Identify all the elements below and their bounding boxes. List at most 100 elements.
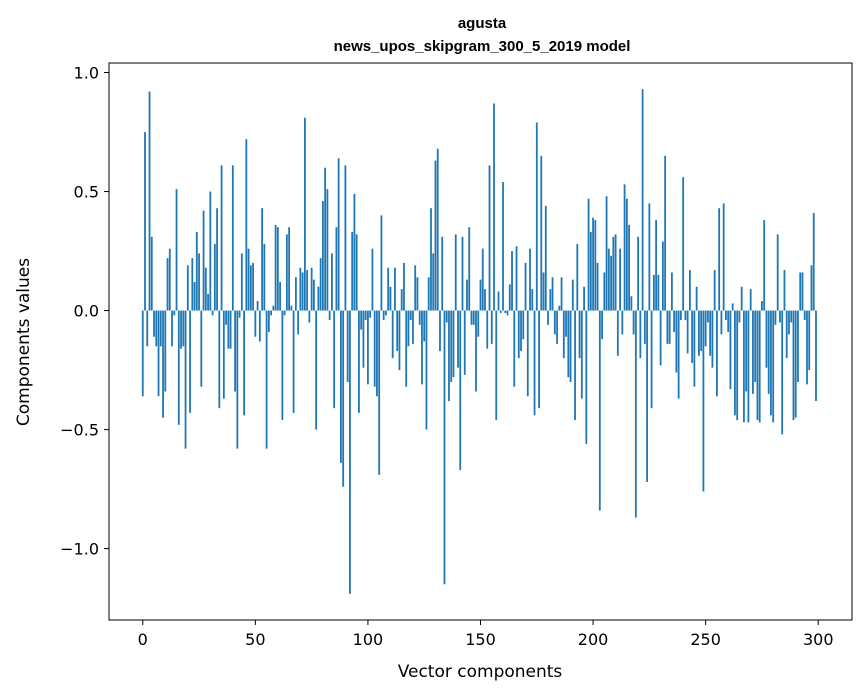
- bar: [159, 310, 162, 347]
- bar: [533, 310, 536, 416]
- bar: [815, 310, 817, 402]
- bar: [337, 158, 340, 311]
- bar: [344, 165, 347, 311]
- bar: [274, 224, 277, 311]
- bar: [331, 253, 333, 311]
- bar: [524, 262, 527, 311]
- bar: [634, 310, 637, 518]
- y-tick-label: −0.5: [60, 421, 99, 440]
- bar: [538, 310, 540, 409]
- bar: [544, 205, 547, 311]
- x-tick-label: 50: [245, 630, 265, 649]
- bar: [285, 234, 288, 311]
- bar: [227, 310, 230, 349]
- bar: [288, 227, 291, 311]
- bar-series: [141, 89, 817, 594]
- bar: [225, 310, 227, 325]
- bar: [256, 301, 259, 311]
- bar: [610, 255, 612, 311]
- bar: [628, 224, 630, 311]
- bar: [189, 310, 191, 413]
- bar: [146, 310, 149, 347]
- bar: [403, 262, 405, 311]
- bar: [623, 184, 626, 311]
- bar: [346, 310, 349, 382]
- bar: [164, 310, 167, 392]
- bar: [664, 155, 667, 311]
- bar: [306, 270, 309, 311]
- bar: [531, 289, 534, 311]
- bar: [416, 277, 419, 311]
- bar: [236, 310, 239, 449]
- bar: [443, 310, 446, 585]
- bar: [700, 310, 703, 352]
- bar: [745, 310, 748, 392]
- bar: [448, 310, 450, 402]
- bar: [535, 122, 538, 311]
- bar: [315, 310, 318, 430]
- bar: [407, 310, 410, 347]
- bar: [763, 220, 766, 311]
- bar: [594, 220, 597, 311]
- bar: [797, 310, 799, 382]
- bar: [713, 270, 716, 311]
- bar: [481, 248, 484, 311]
- bar: [734, 310, 736, 416]
- bar: [364, 310, 367, 321]
- bar: [716, 310, 718, 397]
- bar: [574, 310, 576, 421]
- bar: [209, 191, 212, 311]
- bar: [779, 310, 781, 323]
- bar: [668, 310, 671, 344]
- bar: [425, 310, 428, 430]
- bar: [776, 234, 779, 311]
- bar: [625, 198, 628, 311]
- bar: [439, 310, 441, 352]
- bar: [301, 272, 304, 311]
- bar: [335, 227, 338, 311]
- bar: [441, 236, 444, 311]
- bar: [517, 310, 520, 359]
- bar: [202, 210, 205, 311]
- bar: [641, 89, 644, 311]
- y-tick-label: −1.0: [60, 540, 99, 559]
- bar: [493, 103, 495, 311]
- bar: [761, 301, 763, 311]
- bar: [806, 310, 808, 385]
- bar: [682, 177, 685, 311]
- bar: [790, 310, 793, 323]
- bar: [148, 91, 151, 311]
- y-axis-label: Components values: [14, 258, 34, 426]
- bar: [522, 310, 525, 340]
- bar: [272, 305, 275, 311]
- bar: [207, 293, 209, 311]
- bar: [754, 310, 757, 382]
- bar: [220, 165, 223, 311]
- bar: [391, 310, 394, 359]
- bar: [709, 310, 712, 356]
- bar: [294, 277, 297, 311]
- bar: [358, 310, 360, 413]
- y-tick-label: 1.0: [74, 64, 99, 83]
- bar: [655, 220, 658, 311]
- bar: [553, 310, 556, 335]
- bar: [601, 310, 603, 340]
- bar: [245, 139, 248, 311]
- bar: [353, 193, 356, 311]
- x-axis-label: Vector components: [398, 662, 563, 682]
- bar: [578, 310, 581, 359]
- bar: [551, 277, 554, 311]
- bar: [542, 272, 545, 311]
- bar: [240, 253, 243, 311]
- bar: [497, 291, 500, 311]
- bar: [675, 310, 678, 373]
- bar: [360, 310, 363, 330]
- y-axis-ticks: −1.0 −0.5 0.0 0.5 1.0: [60, 64, 109, 559]
- bar: [569, 310, 572, 382]
- bar: [686, 310, 689, 354]
- bar: [632, 310, 635, 335]
- bar: [457, 310, 459, 368]
- bar: [180, 310, 182, 349]
- bar: [342, 310, 345, 487]
